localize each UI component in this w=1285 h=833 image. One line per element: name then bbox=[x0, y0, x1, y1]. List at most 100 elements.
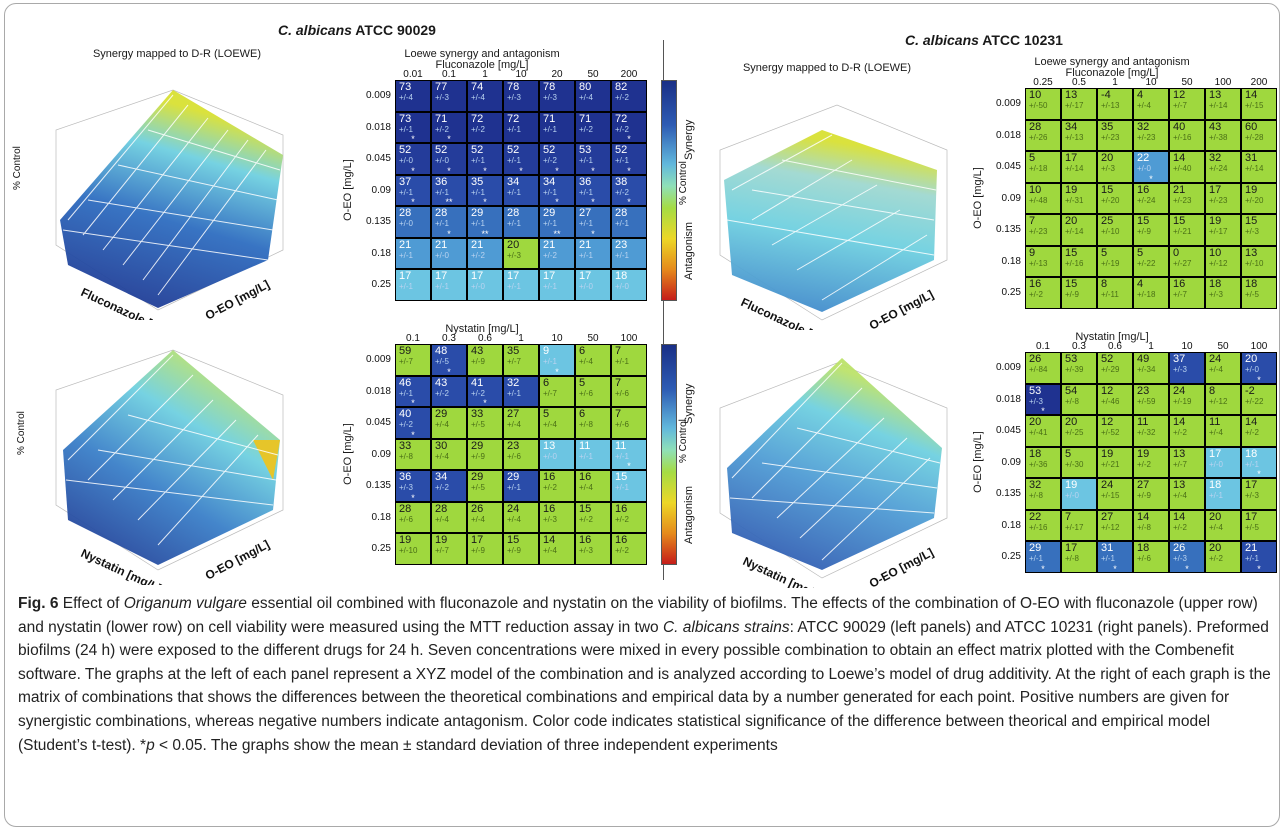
matrix-cell: 82 +/-2 bbox=[611, 80, 647, 112]
cell-value: 15 bbox=[1065, 246, 1078, 259]
caption-text-2: essential oil combined with fluconazole … bbox=[18, 595, 1258, 636]
cell-value: 29 bbox=[471, 471, 484, 483]
cell-sd: +/-1 bbox=[543, 282, 558, 291]
cell-value: 18 bbox=[1137, 542, 1150, 554]
cell-sd: +/-10 bbox=[399, 546, 418, 555]
matrix-cell: 21 +/-2 bbox=[539, 237, 575, 269]
matrix-cell: 33 +/-8 bbox=[395, 438, 431, 470]
cell-sd: +/-3 bbox=[579, 546, 594, 555]
cell-value: 6 bbox=[579, 345, 586, 357]
cell-sd: +/-2 bbox=[1245, 428, 1260, 437]
cell-value: 12 bbox=[1173, 89, 1186, 101]
column-label: 50 bbox=[587, 333, 599, 344]
matrix-cell: 18 +/-36 bbox=[1025, 446, 1061, 478]
matrix-cell: 7 +/-23 bbox=[1025, 214, 1061, 246]
cell-sd: +/-0 bbox=[579, 282, 594, 291]
matrix-cell: 72 +/-1 bbox=[503, 111, 539, 143]
matrix-cell: 43 +/-38 bbox=[1205, 119, 1241, 151]
matrix-cell: 35 +/-7 bbox=[503, 344, 539, 376]
cell-sd: +/-0 bbox=[1065, 491, 1080, 500]
cell-sd: +/-29 bbox=[1101, 365, 1120, 374]
cell-value: 29 bbox=[507, 471, 520, 483]
cell-value: 49 bbox=[1137, 353, 1150, 365]
cell-sd: +/-9 bbox=[507, 546, 522, 555]
matrix-cell: 5 +/-18 bbox=[1025, 151, 1061, 183]
cell-value: 0 bbox=[1173, 246, 1180, 259]
row-label: 0.135 bbox=[995, 488, 1021, 499]
matrix-cell: 17 +/-0 bbox=[1205, 446, 1241, 478]
column-label: 1 bbox=[1148, 341, 1154, 352]
cell-sd: +/-34 bbox=[1137, 365, 1156, 374]
cell-sd: +/-2 bbox=[471, 124, 486, 134]
cell-sd: +/-3 bbox=[543, 93, 558, 102]
cell-value: 78 bbox=[543, 81, 556, 93]
column-label: 1 bbox=[1112, 77, 1118, 88]
matrix-cell: 21 +/-1 bbox=[395, 237, 431, 269]
cell-value: 48 bbox=[435, 345, 448, 357]
matrix-cell: 6 +/-4 bbox=[575, 344, 611, 376]
cell-value: 36 bbox=[579, 175, 592, 188]
cell-sd: +/-1 bbox=[615, 451, 630, 461]
cell-value: 72 bbox=[471, 112, 484, 125]
cell-sd: +/-6 bbox=[507, 451, 522, 461]
cell-value: 52 bbox=[1101, 353, 1114, 365]
cell-value: 40 bbox=[1173, 120, 1186, 133]
column-label: 0.1 bbox=[442, 69, 456, 80]
cell-sd: +/-3 bbox=[399, 483, 414, 492]
matrix-nys-10231: 0.1 0.3 0.6 1 10 50 100 0.009 0.018 0.045 0.09 0.13… bbox=[972, 341, 1277, 602]
surface-plot-bl: % Control Nystatin [mg/L] O-EO [mg/L] bbox=[16, 349, 284, 585]
matrix-cell: 18 +/-3 bbox=[1205, 277, 1241, 309]
cell-sd: +/-3 bbox=[1245, 491, 1260, 500]
cell-value: 21 bbox=[579, 238, 592, 251]
matrix-cell: 8 +/-11 bbox=[1097, 277, 1133, 309]
significance-mark: * bbox=[483, 398, 487, 408]
cell-value: 6 bbox=[579, 408, 586, 420]
matrix-cell: 28 +/-1 bbox=[503, 206, 539, 238]
cell-sd: +/-18 bbox=[1029, 164, 1048, 173]
row-label: 0.045 bbox=[995, 161, 1021, 172]
cell-sd: +/-2 bbox=[1029, 290, 1044, 299]
significance-mark: * bbox=[627, 134, 631, 144]
column-label: 200 bbox=[620, 69, 638, 80]
matrix-cell: 16 +/-2 bbox=[611, 501, 647, 533]
cell-sd: +/-2 bbox=[1173, 522, 1188, 532]
cell-sd: +/-1 bbox=[615, 250, 630, 260]
cell-sd: +/-3 bbox=[1173, 554, 1188, 563]
cell-sd: +/-14 bbox=[1209, 101, 1228, 110]
cell-sd: +/-23 bbox=[1209, 195, 1228, 205]
cell-sd: +/-4 bbox=[543, 420, 558, 429]
row-label: 0.018 bbox=[365, 385, 391, 397]
matrix-cell: 14 +/-40 bbox=[1169, 151, 1205, 183]
cell-sd: +/-6 bbox=[399, 514, 414, 524]
cell-value: 17 bbox=[507, 270, 520, 282]
cell-sd: +/-1 bbox=[471, 187, 486, 197]
cell-value: 16 bbox=[579, 534, 592, 546]
cell-value: 71 bbox=[435, 112, 448, 125]
column-label: 100 bbox=[620, 333, 638, 344]
matrix-cell: 22 +/-16 bbox=[1025, 509, 1061, 541]
matrix-cell: 29 +/-4 bbox=[431, 407, 467, 439]
matrix-cell: 52 +/-1 * bbox=[467, 143, 503, 176]
cell-value: 7 bbox=[615, 345, 622, 357]
column-label: 10 bbox=[1145, 77, 1157, 88]
matrix-cell: 46 +/-1 * bbox=[395, 375, 431, 408]
significance-mark: * bbox=[1257, 469, 1261, 479]
cell-value: 26 bbox=[1029, 353, 1042, 365]
significance-mark: * bbox=[627, 197, 631, 207]
column-label: 0.1 bbox=[406, 333, 420, 344]
matrix-cell: 78 +/-3 bbox=[503, 80, 539, 112]
cell-sd: +/-1 bbox=[615, 219, 630, 228]
cell-value: 31 bbox=[1245, 152, 1258, 164]
cell-sd: +/-5 bbox=[1245, 522, 1260, 532]
cell-sd: +/-1 bbox=[507, 483, 522, 492]
matrix-cell: 14 +/-2 bbox=[1169, 415, 1205, 447]
matrix-cell: 12 +/-52 bbox=[1097, 415, 1133, 447]
matrix-cell: 15 +/-9 bbox=[503, 533, 539, 565]
cell-sd: +/-3 bbox=[1245, 227, 1260, 236]
cell-value: 12 bbox=[1101, 384, 1114, 397]
cell-sd: +/-0 bbox=[1137, 164, 1152, 173]
matrix-cell: 53 +/-1 * bbox=[575, 143, 611, 176]
cell-sd: +/-6 bbox=[1137, 554, 1152, 563]
significance-mark: * bbox=[555, 197, 559, 207]
cell-sd: +/-2 bbox=[471, 388, 486, 398]
